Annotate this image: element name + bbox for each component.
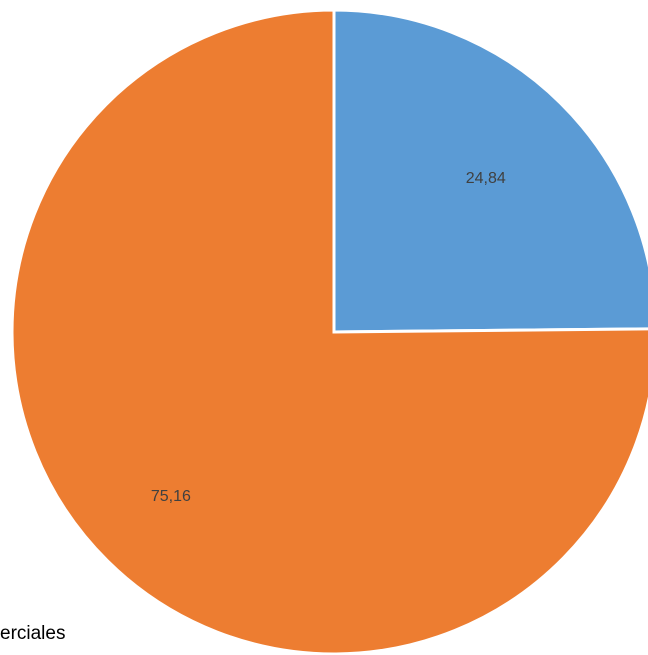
pie-slice-2 bbox=[10, 8, 648, 655]
data-label-slice-2: 75,16 bbox=[151, 488, 191, 505]
pie-slices bbox=[10, 8, 648, 655]
legend-label-fragment: erciales bbox=[0, 623, 66, 644]
data-label-slice-1: 24,84 bbox=[466, 170, 506, 187]
pie-slice-1 bbox=[332, 8, 648, 334]
pie-data-labels: 24,84 75,16 bbox=[151, 170, 506, 505]
